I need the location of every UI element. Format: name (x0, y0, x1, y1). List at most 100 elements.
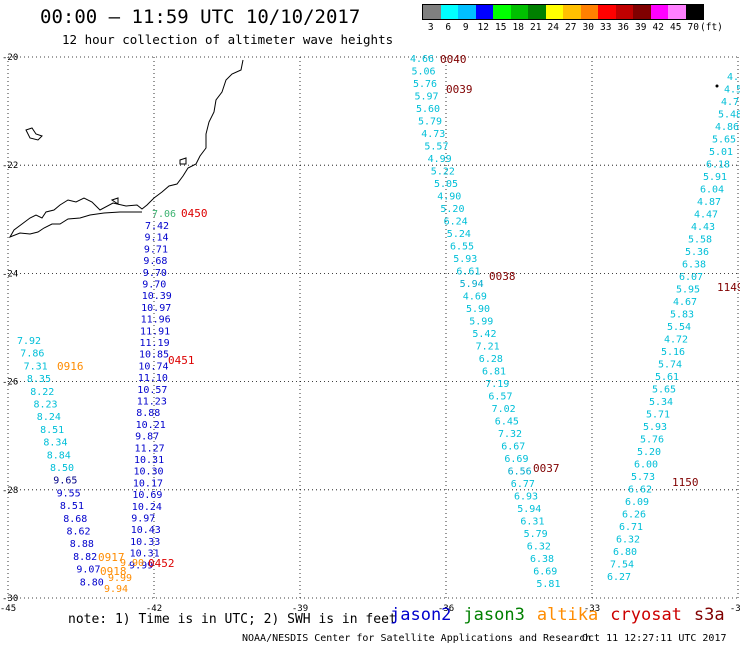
lat-tick-label: -24 (2, 269, 18, 279)
swh-value-s3a: 5.83 (670, 310, 694, 321)
swh-value-jason2-west: 8.35 (27, 374, 51, 385)
swh-value-s3a: 5.48 (718, 110, 740, 121)
lat-tick-label: -22 (2, 161, 18, 171)
lat-tick-label: -26 (2, 378, 18, 388)
swh-value-s3a: 5.16 (661, 347, 685, 358)
swh-value-cryosat: 5.05 (434, 179, 458, 190)
swh-value-s3a: 6.26 (622, 510, 646, 521)
footnote: note: 1) Time is in UTC; 2) SWH is in fe… (68, 612, 397, 627)
swh-value-cryosat: 5.76 (413, 79, 437, 90)
swh-value-s3a: 6.32 (616, 535, 640, 546)
color-scale-label: 12 (477, 22, 489, 33)
lon-tick-label: -30 (730, 604, 740, 614)
swh-value-s3a: 4.5 (724, 85, 740, 96)
swh-value-cryosat: 5.99 (469, 317, 493, 328)
swh-value-jason2: 9.71 (144, 244, 168, 255)
coastline (8, 59, 244, 238)
swh-value-s3a: 5.65 (652, 385, 676, 396)
swh-value-cryosat: 5.06 (412, 67, 436, 78)
swh-value-cryosat: 5.97 (415, 92, 439, 103)
swh-value-cryosat: 5.24 (447, 229, 471, 240)
swh-value-jason2: 11.10 (138, 373, 168, 384)
satellite-legend: jason2 jason3 altika cryosat s3a (390, 605, 737, 625)
swh-value-jason2-west: 8.68 (63, 514, 87, 525)
color-swatch (685, 5, 703, 19)
swh-value-cryosat: 6.69 (504, 454, 528, 465)
color-swatch (475, 5, 493, 19)
time-label-cryosat: 0038 (489, 270, 516, 283)
swh-value-s3a: 4.87 (697, 197, 721, 208)
swh-value-cryosat: 6.24 (444, 217, 468, 228)
generated-timestamp: Oct 11 12:27:11 UTC 2017 (582, 633, 727, 644)
swh-value-s3a: 6.04 (700, 185, 724, 196)
time-label-cryosat: 0040 (440, 53, 467, 66)
swh-value-s3a: 5.20 (637, 447, 661, 458)
swh-value-s3a: 5.61 (655, 372, 679, 383)
island (110, 197, 119, 205)
swh-value-jason2: 9.68 (143, 256, 167, 267)
swh-value-s3a: 5.36 (685, 247, 709, 258)
color-scale-label: 24 (547, 22, 559, 33)
color-scale-label: 3 (427, 22, 434, 33)
swh-value-s3a: 6.38 (682, 260, 706, 271)
color-scale-label: 42 (652, 22, 664, 33)
swh-value-cryosat: 5.94 (517, 504, 541, 515)
swh-value-s3a: 5.71 (646, 410, 670, 421)
swh-value-cryosat: 5.90 (466, 304, 490, 315)
color-swatch (493, 5, 511, 19)
color-swatch (528, 5, 546, 19)
swh-value-jason2: 11.27 (135, 443, 165, 454)
swh-value-s3a: 5.74 (658, 360, 682, 371)
swh-value-jason2: 10.17 (133, 478, 163, 489)
swh-value-cryosat: 5.94 (460, 279, 484, 290)
swh-value-jason2: 11.91 (140, 326, 170, 337)
swh-value-altika: 9.99 (108, 573, 132, 584)
swh-value-jason2: 9.14 (144, 233, 168, 244)
swh-value-s3a: 4.67 (673, 297, 697, 308)
swh-value-jason2: 9.97 (131, 514, 155, 525)
swh-value-cryosat: 7.02 (492, 404, 516, 415)
swh-value-jason2: 11.23 (137, 397, 167, 408)
legend-item-cryosat: cryosat (610, 605, 682, 625)
swh-value-jason2: 10.57 (137, 385, 167, 396)
swh-value-cryosat: 5.57 (424, 142, 448, 153)
swh-value-cryosat: 5.79 (524, 529, 548, 540)
island (25, 127, 43, 141)
credit-text: NOAA/NESDIS Center for Satellite Applica… (242, 633, 592, 644)
island (179, 157, 187, 165)
swh-value-jason2: 9.87 (135, 432, 159, 443)
swh-value-cryosat: 6.69 (533, 567, 557, 578)
time-label-altika: 0918 (100, 565, 127, 578)
swh-value-s3a: 6.07 (679, 272, 703, 283)
time-label-jason2: 0450 (181, 207, 208, 220)
swh-value-s3a: 6.00 (634, 460, 658, 471)
swh-value-cryosat: 6.57 (488, 392, 512, 403)
color-scale-labels: 3 6 9 12 15 18 21 24 27 30 33 36 39 42 45 70 (ft) (422, 22, 723, 36)
swh-value-jason3: 7.06 (152, 209, 176, 220)
color-scale-label: 15 (495, 22, 507, 33)
map-subtitle: 12 hour collection of altimeter wave hei… (62, 32, 394, 47)
swh-value-cryosat: 6.81 (482, 367, 506, 378)
time-label-altika: 0916 (57, 360, 84, 373)
swh-value-jason2: 9.70 (142, 280, 166, 291)
color-swatch (598, 5, 616, 19)
color-scale-label: 27 (565, 22, 577, 33)
color-scale-label: 18 (512, 22, 524, 33)
color-swatch (545, 5, 563, 19)
swh-value-jason2-west: 8.34 (43, 438, 67, 449)
color-swatch (650, 5, 668, 19)
swh-value-cryosat: 4.99 (428, 154, 452, 165)
swh-value-jason2-west: 8.51 (40, 425, 64, 436)
swh-value-cryosat: 4.66 (410, 54, 434, 65)
color-scale-label: 45 (670, 22, 682, 33)
swh-value-cryosat: 6.31 (520, 517, 544, 528)
color-scale-label: 30 (582, 22, 594, 33)
swh-value-altika: 9.94 (104, 584, 128, 595)
swh-value-jason2: 10.31 (130, 549, 160, 560)
color-scale-label: 21 (530, 22, 542, 33)
lon-tick-label: -33 (584, 604, 600, 614)
color-swatch (510, 5, 528, 19)
swh-value-cryosat: 4.73 (421, 129, 445, 140)
swh-value-jason2-west: 8.22 (30, 387, 54, 398)
